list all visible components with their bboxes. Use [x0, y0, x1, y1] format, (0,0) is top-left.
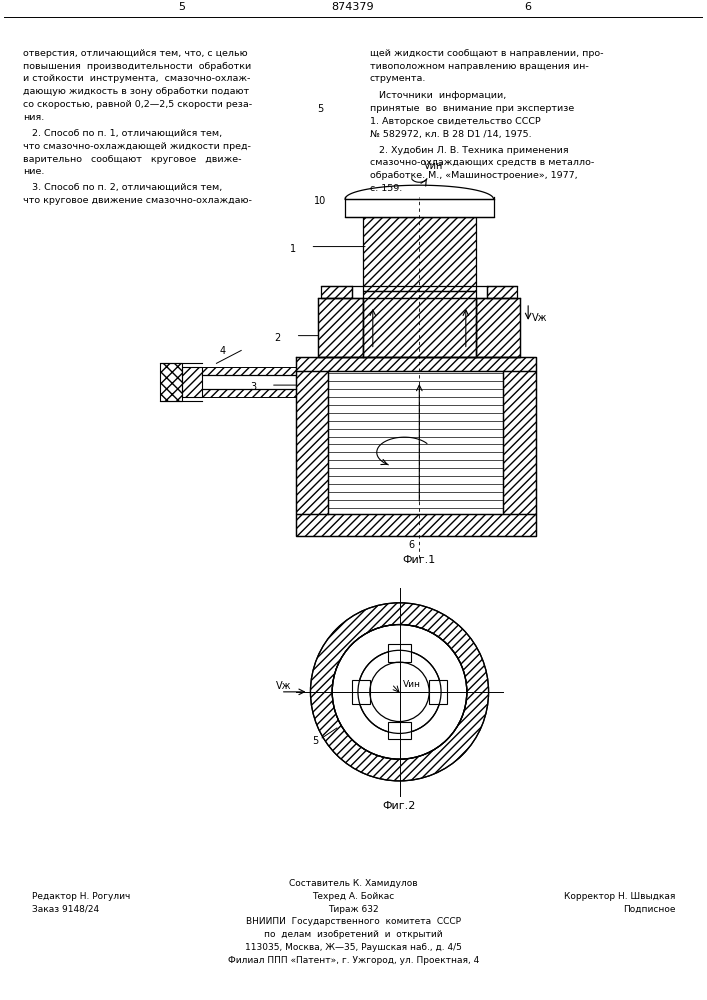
- Text: Vж: Vж: [276, 681, 291, 691]
- Text: Подписное: Подписное: [623, 905, 675, 914]
- Text: отверстия, отличающийся тем, что, с целью: отверстия, отличающийся тем, что, с цель…: [23, 49, 248, 58]
- Text: Редактор Н. Рогулич: Редактор Н. Рогулич: [32, 892, 130, 901]
- Text: 6: 6: [525, 2, 532, 12]
- Text: 113035, Москва, Ж—35, Раушская наб., д. 4/5: 113035, Москва, Ж—35, Раушская наб., д. …: [245, 943, 462, 952]
- Circle shape: [310, 603, 489, 781]
- Text: 5: 5: [317, 104, 324, 114]
- Text: Филиал ППП «Патент», г. Ужгород, ул. Проектная, 4: Филиал ППП «Патент», г. Ужгород, ул. Про…: [228, 956, 479, 965]
- Text: 3. Способ по п. 2, отличающийся тем,: 3. Способ по п. 2, отличающийся тем,: [23, 183, 223, 192]
- Text: Фиг.1: Фиг.1: [403, 555, 436, 565]
- Bar: [363, 217, 476, 291]
- Text: Vин: Vин: [402, 680, 421, 689]
- Bar: [322, 286, 352, 298]
- Text: по  делам  изобретений  и  открытий: по делам изобретений и открытий: [264, 930, 443, 939]
- Text: 5: 5: [178, 2, 185, 12]
- Bar: [296, 371, 328, 514]
- Polygon shape: [352, 680, 370, 704]
- Text: что смазочно-охлаждающей жидкости пред-: что смазочно-охлаждающей жидкости пред-: [23, 142, 252, 151]
- Text: Источники  информации,: Источники информации,: [370, 91, 506, 100]
- Bar: [363, 291, 476, 357]
- Text: со скоростью, равной 0,2—2,5 скорости реза-: со скоростью, равной 0,2—2,5 скорости ре…: [23, 100, 252, 109]
- Text: Корректор Н. Швыдкая: Корректор Н. Швыдкая: [564, 892, 675, 901]
- Text: Vин: Vин: [424, 161, 443, 171]
- Text: дающую жидкость в зону обработки подают: дающую жидкость в зону обработки подают: [23, 87, 250, 96]
- Text: 5: 5: [312, 736, 318, 746]
- Text: Vж: Vж: [532, 313, 548, 323]
- Text: Заказ 9148/24: Заказ 9148/24: [32, 905, 99, 914]
- Text: 2. Худобин Л. В. Техника применения: 2. Худобин Л. В. Техника применения: [370, 146, 568, 155]
- Text: 2: 2: [274, 333, 281, 343]
- Text: 10: 10: [314, 196, 327, 206]
- Bar: [503, 371, 536, 514]
- Text: 4: 4: [219, 346, 226, 356]
- Bar: [201, 367, 296, 375]
- Text: щей жидкости сообщают в направлении, про-: щей жидкости сообщают в направлении, про…: [370, 49, 603, 58]
- Bar: [345, 199, 493, 217]
- Text: Тираж 632: Тираж 632: [328, 905, 379, 914]
- Text: смазочно-охлаждающих средств в металло-: смазочно-охлаждающих средств в металло-: [370, 158, 594, 167]
- Bar: [296, 357, 536, 371]
- Bar: [476, 298, 520, 357]
- Text: № 582972, кл. B 28 D1 /14, 1975.: № 582972, кл. B 28 D1 /14, 1975.: [370, 130, 532, 139]
- Text: 1: 1: [289, 244, 296, 254]
- Bar: [201, 389, 296, 397]
- Bar: [486, 286, 518, 298]
- Text: ВНИИПИ  Государственного  комитета  СССР: ВНИИПИ Государственного комитета СССР: [246, 917, 461, 926]
- Text: 3: 3: [250, 382, 256, 392]
- Bar: [160, 363, 182, 401]
- Bar: [182, 367, 201, 397]
- Text: ния.: ния.: [23, 113, 45, 122]
- Text: 874379: 874379: [332, 2, 374, 12]
- Polygon shape: [387, 722, 411, 739]
- Polygon shape: [429, 680, 447, 704]
- Text: обработке. М., «Машиностроение», 1977,: обработке. М., «Машиностроение», 1977,: [370, 171, 578, 180]
- Text: струмента.: струмента.: [370, 74, 426, 83]
- Text: Составитель К. Хамидулов: Составитель К. Хамидулов: [289, 879, 418, 888]
- Text: принятые  во  внимание при экспертизе: принятые во внимание при экспертизе: [370, 104, 574, 113]
- Circle shape: [358, 650, 441, 733]
- Text: Фиг.2: Фиг.2: [382, 801, 416, 811]
- Text: 2. Способ по п. 1, отличающийся тем,: 2. Способ по п. 1, отличающийся тем,: [23, 129, 223, 138]
- Bar: [296, 514, 536, 536]
- Text: ние.: ние.: [23, 167, 45, 176]
- Bar: [318, 298, 363, 357]
- Bar: [363, 298, 476, 357]
- Text: 1. Авторское свидетельство СССР: 1. Авторское свидетельство СССР: [370, 117, 541, 126]
- Text: с. 159.: с. 159.: [370, 184, 402, 193]
- Circle shape: [332, 625, 467, 759]
- Text: повышения  производительности  обработки: повышения производительности обработки: [23, 62, 252, 71]
- Text: и стойкости  инструмента,  смазочно-охлаж-: и стойкости инструмента, смазочно-охлаж-: [23, 74, 251, 83]
- Polygon shape: [387, 644, 411, 662]
- Text: варительно   сообщают   круговое   движе-: варительно сообщают круговое движе-: [23, 155, 242, 164]
- Text: тивоположном направлению вращения ин-: тивоположном направлению вращения ин-: [370, 62, 588, 71]
- Text: что круговое движение смазочно-охлаждаю-: что круговое движение смазочно-охлаждаю-: [23, 196, 252, 205]
- Text: Техред А. Бойкас: Техред А. Бойкас: [312, 892, 395, 901]
- Circle shape: [370, 662, 429, 722]
- Text: 6: 6: [409, 540, 414, 550]
